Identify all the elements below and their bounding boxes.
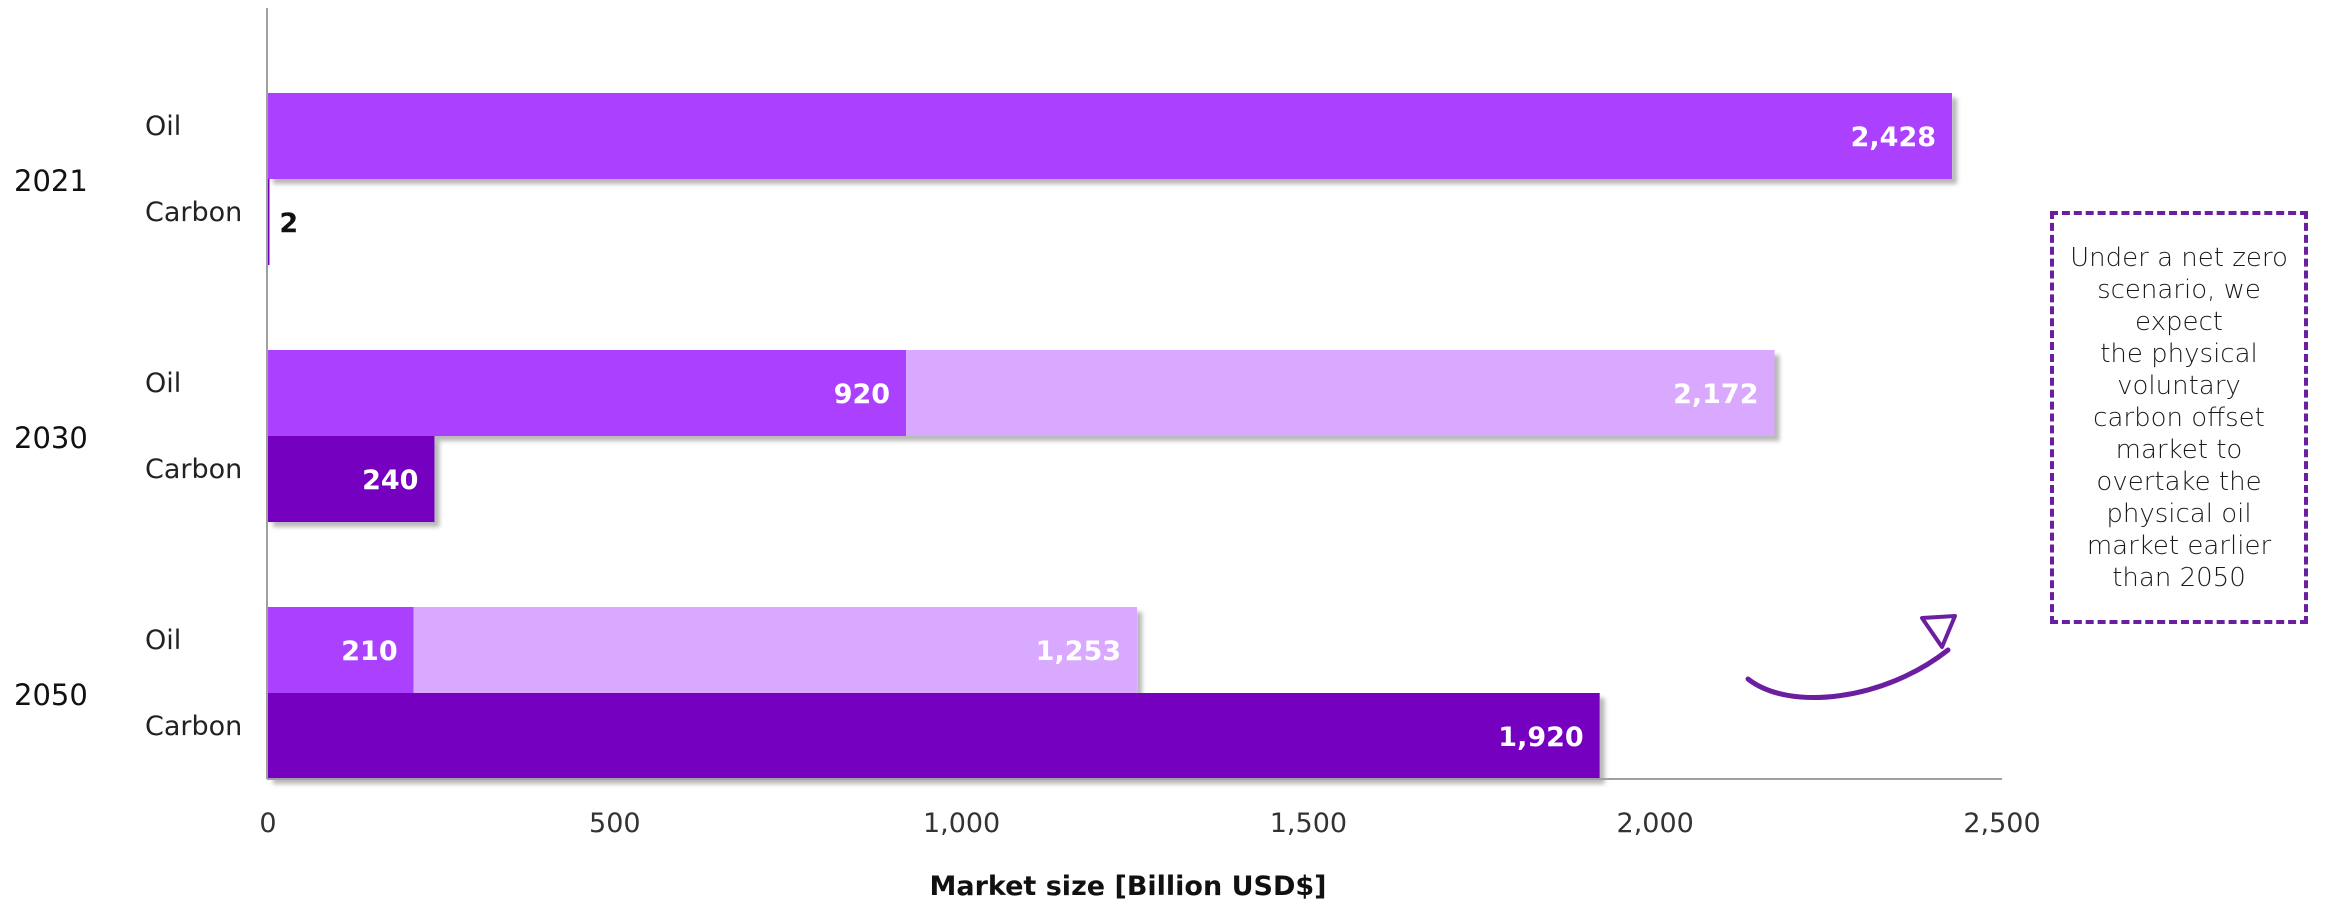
annotation-line: scenario, we xyxy=(2097,274,2261,305)
group-year-label: 2021 xyxy=(14,164,88,198)
bar-segment xyxy=(268,350,907,436)
x-tick-label: 1,500 xyxy=(1270,808,1347,839)
arrow-head-icon xyxy=(1920,614,1957,649)
annotation-line: overtake the xyxy=(2096,466,2262,497)
group-year-label: 2030 xyxy=(14,421,88,455)
labels-layer: 2,428 Oil 2 Carbon 2021 920 2,172 Oil 240 Carbon 2… xyxy=(14,111,1936,753)
annotation-line: the physical xyxy=(2100,338,2258,369)
curved-arrow-icon xyxy=(1745,647,1951,701)
bar-segment xyxy=(268,93,1953,179)
data-label: 1,920 xyxy=(1498,722,1583,753)
bar-segment xyxy=(268,179,270,265)
bar-category-label: Oil xyxy=(145,625,181,656)
data-label: 920 xyxy=(834,379,890,410)
x-axis-title: Market size [Billion USD$] xyxy=(929,871,1326,900)
x-tick-label: 1,000 xyxy=(923,808,1000,839)
x-tick-label: 500 xyxy=(589,808,641,839)
annotation-line: voluntary xyxy=(2117,370,2241,401)
annotation-line: market to xyxy=(2115,434,2243,465)
annotation-callout: Under a net zero scenario, we expect the ph… xyxy=(2050,211,2308,624)
bar-segment xyxy=(906,350,1775,436)
axis-layer: 0 500 1,000 1,500 2,000 2,500 xyxy=(259,8,2041,839)
x-tick-label: 0 xyxy=(259,808,276,839)
annotation-line: carbon offset xyxy=(2093,402,2265,433)
data-label: 2,172 xyxy=(1673,379,1758,410)
data-label: 240 xyxy=(362,465,418,496)
group-year-label: 2050 xyxy=(14,678,88,712)
bar-segment xyxy=(268,693,1600,779)
bar-segment xyxy=(268,607,414,693)
x-tick-label: 2,500 xyxy=(1963,808,2040,839)
annotation-text: Under a net zero scenario, we expect the ph… xyxy=(2070,242,2288,594)
bar-segment xyxy=(413,607,1138,693)
annotation-line: expect xyxy=(2135,306,2223,337)
annotation-line: market earlier xyxy=(2086,530,2272,561)
bar-segment xyxy=(268,436,435,522)
annotation-line: physical oil xyxy=(2106,498,2252,529)
bar-category-label: Carbon xyxy=(145,197,242,228)
data-label: 1,253 xyxy=(1036,636,1121,667)
bar-category-label: Carbon xyxy=(145,454,242,485)
data-label: 2 xyxy=(279,208,298,239)
data-label: 210 xyxy=(341,636,397,667)
bar-category-label: Carbon xyxy=(145,711,242,742)
x-tick-label: 2,000 xyxy=(1617,808,1694,839)
annotation-line: Under a net zero xyxy=(2070,242,2288,273)
annotation-line: than 2050 xyxy=(2112,562,2246,593)
bar-category-label: Oil xyxy=(145,111,181,142)
data-label: 2,428 xyxy=(1851,122,1936,153)
bar-category-label: Oil xyxy=(145,368,181,399)
bars-layer xyxy=(268,93,1953,779)
